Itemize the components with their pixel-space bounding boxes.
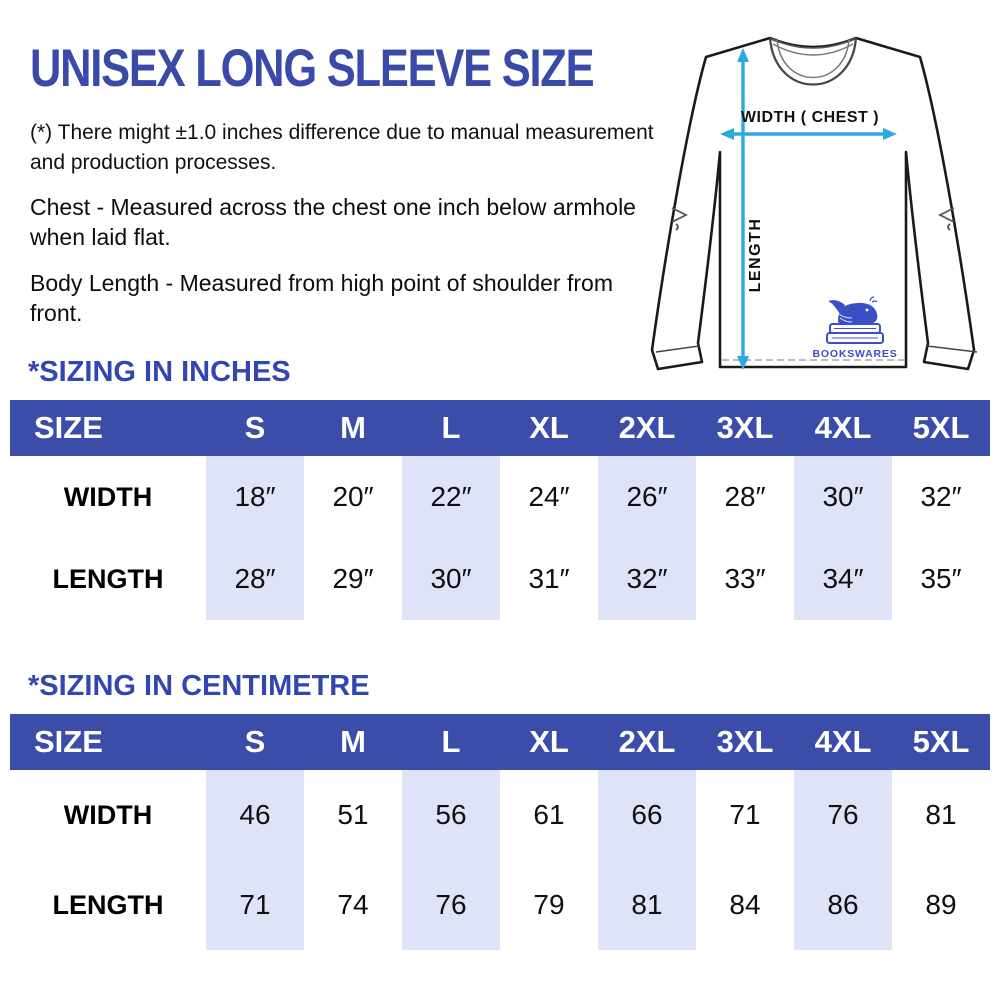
body-length-note: Body Length - Measured from high point o…: [30, 269, 613, 326]
column-header-5xl: 5XL: [892, 714, 990, 770]
shirt-measurement-diagram: WIDTH ( CHEST ) LENGTH BOOKSWARES: [646, 10, 1000, 392]
column-header-2xl: 2XL: [598, 714, 696, 770]
measurement-disclaimer: (*) There might ±1.0 inches difference d…: [30, 121, 654, 174]
size-value: 18″: [206, 456, 304, 538]
table-header-row: SIZE S M L XL 2XL 3XL 4XL 5XL: [10, 714, 990, 770]
long-sleeve-shirt-icon: WIDTH ( CHEST ) LENGTH BOOKSWARES: [650, 36, 978, 371]
table-row-length: LENGTH 71 74 76 79 81 84 86 89: [10, 860, 990, 950]
whale-body: [837, 302, 878, 324]
column-header-size: SIZE: [10, 400, 206, 456]
brand-name: BOOKSWARES: [812, 348, 897, 360]
row-label: LENGTH: [52, 563, 164, 594]
collar-band-line: [772, 43, 854, 56]
row-label: LENGTH: [52, 889, 164, 920]
collar-inner-line: [776, 39, 850, 79]
size-value: 32″: [920, 481, 962, 512]
size-value: 61: [533, 799, 565, 830]
size-value: 32″: [598, 538, 696, 620]
size-value: 81: [925, 799, 957, 830]
column-header-4xl: 4XL: [794, 714, 892, 770]
right-cuff-line: [926, 345, 978, 353]
intro-block: UNISEX LONG SLEEVE SIZE (*) There might …: [30, 39, 670, 329]
table-row-width: WIDTH 46 51 56 61 66 71 76 81: [10, 770, 990, 860]
column-header-3xl: 3XL: [696, 714, 794, 770]
size-value: 34″: [794, 538, 892, 620]
size-value: 33″: [724, 563, 766, 594]
size-value: 71: [206, 860, 304, 950]
column-header-s: S: [206, 400, 304, 456]
whale-spout: [869, 296, 878, 303]
size-value: 74: [337, 889, 369, 920]
size-value: 76: [794, 770, 892, 860]
length-arrowhead-bottom: [737, 356, 749, 370]
size-value: 30″: [402, 538, 500, 620]
size-value: 31″: [528, 563, 570, 594]
column-header-5xl: 5XL: [892, 400, 990, 456]
row-label: WIDTH: [63, 799, 153, 830]
size-value: 89: [925, 889, 957, 920]
size-value: 46: [206, 770, 304, 860]
size-value: 66: [598, 770, 696, 860]
size-value: 51: [337, 799, 369, 830]
sizing-inches-heading: *SIZING IN INCHES: [28, 356, 291, 388]
size-value: 56: [402, 770, 500, 860]
right-sleeve-fold-mark: [937, 207, 955, 231]
book-page-lines: [832, 328, 878, 339]
left-cuff-line: [655, 345, 700, 353]
left-sleeve-fold-mark: [671, 207, 689, 231]
size-value: 28″: [724, 481, 766, 512]
length-label: LENGTH: [747, 218, 764, 293]
column-header-size: SIZE: [10, 714, 206, 770]
column-header-3xl: 3XL: [696, 400, 794, 456]
column-header-4xl: 4XL: [794, 400, 892, 456]
size-value: 26″: [598, 456, 696, 538]
table-row-length: LENGTH 28″ 29″ 30″ 31″ 32″ 33″ 34″ 35″: [10, 538, 990, 620]
size-value: 20″: [332, 481, 374, 512]
size-value: 81: [598, 860, 696, 950]
whale-eye: [865, 308, 869, 312]
size-value: 76: [402, 860, 500, 950]
size-value: 71: [729, 799, 761, 830]
bookswares-logo: BOOKSWARES: [812, 296, 897, 360]
column-header-l: L: [402, 400, 500, 456]
sizing-inches-table: SIZE S M L XL 2XL 3XL 4XL 5XL WIDTH 18″ 20″ 22″ 24″ 2…: [10, 400, 990, 620]
column-header-xl: XL: [500, 400, 598, 456]
width-arrowhead-left: [720, 128, 734, 140]
table-row-width: WIDTH 18″ 20″ 22″ 24″ 26″ 28″ 30″ 32″: [10, 456, 990, 538]
size-value: 86: [794, 860, 892, 950]
column-header-m: M: [304, 714, 402, 770]
chest-note: Chest - Measured across the chest one in…: [30, 194, 636, 250]
whale-belly-lines: [838, 313, 853, 323]
page-title: UNISEX LONG SLEEVE SIZE: [30, 39, 595, 98]
size-value: 28″: [206, 538, 304, 620]
column-header-xl: XL: [500, 714, 598, 770]
width-chest-label: WIDTH ( CHEST ): [741, 109, 879, 126]
size-value: 84: [729, 889, 761, 920]
length-arrowhead-top: [737, 48, 749, 62]
size-value: 29″: [332, 563, 374, 594]
row-label: WIDTH: [63, 481, 153, 512]
column-header-2xl: 2XL: [598, 400, 696, 456]
size-value: 35″: [920, 563, 962, 594]
collar-top-line: [769, 37, 857, 49]
column-header-m: M: [304, 400, 402, 456]
size-value: 24″: [528, 481, 570, 512]
table-header-row: SIZE S M L XL 2XL 3XL 4XL 5XL: [10, 400, 990, 456]
sizing-centimetre-heading: *SIZING IN CENTIMETRE: [28, 670, 370, 702]
size-value: 22″: [402, 456, 500, 538]
size-value: 79: [533, 889, 565, 920]
column-header-l: L: [402, 714, 500, 770]
shirt-outline: [650, 36, 976, 371]
collar-outer-line: [768, 37, 858, 86]
sizing-centimetre-table: SIZE S M L XL 2XL 3XL 4XL 5XL WIDTH 46 51 56 61 66 71 7…: [10, 714, 990, 950]
size-value: 30″: [794, 456, 892, 538]
column-header-s: S: [206, 714, 304, 770]
width-arrowhead-right: [883, 128, 897, 140]
